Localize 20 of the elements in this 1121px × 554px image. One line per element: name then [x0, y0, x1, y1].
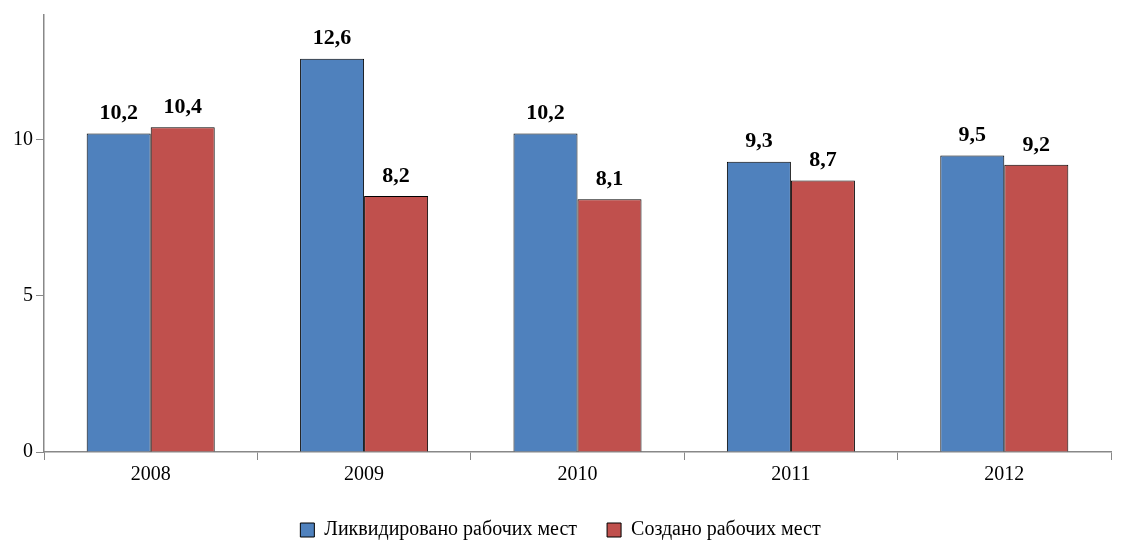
data-label: 12,6 — [312, 24, 352, 50]
data-label: 10,4 — [163, 93, 202, 119]
data-label: 10,2 — [99, 99, 138, 125]
legend-label: Создано рабочих мест — [631, 517, 821, 541]
x-tick-label: 2010 — [557, 462, 598, 485]
data-label: 9,2 — [1022, 130, 1051, 156]
data-label: 9,5 — [958, 121, 987, 147]
legend-label: Ликвидировано рабочих мест — [324, 517, 578, 541]
y-tick-label: 0 — [23, 439, 33, 462]
data-label: 8,7 — [809, 146, 837, 172]
y-tick-label: 5 — [23, 283, 33, 306]
data-label: 10,2 — [526, 99, 565, 125]
data-label: 9,3 — [745, 127, 773, 153]
y-tick-label: 10 — [13, 127, 33, 150]
x-tick-label: 2011 — [771, 462, 811, 485]
data-label: 8,1 — [595, 164, 624, 190]
data-label: 8,2 — [382, 161, 410, 187]
x-tick-label: 2012 — [984, 462, 1025, 485]
x-tick-label: 2009 — [344, 462, 385, 485]
x-tick-label: 2008 — [130, 462, 171, 485]
